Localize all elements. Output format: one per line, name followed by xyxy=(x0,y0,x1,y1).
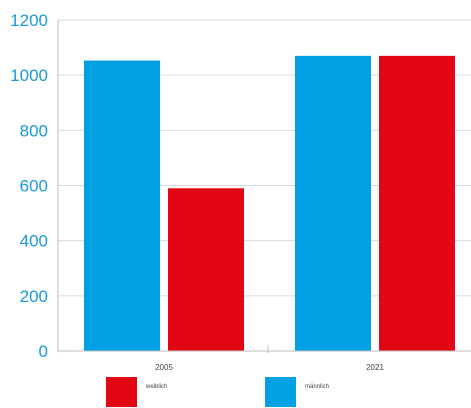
y-tick-label-800: 800 xyxy=(20,121,48,140)
bar-2005-series-0 xyxy=(84,60,160,352)
y-tick-label-1200: 1200 xyxy=(10,11,48,30)
y-tick-label-600: 600 xyxy=(20,177,48,196)
bars xyxy=(84,55,455,352)
legend-swatch-0 xyxy=(265,377,296,407)
y-tick-label-1000: 1000 xyxy=(10,66,48,85)
bar-2021-series-0 xyxy=(295,55,371,351)
legend-swatch-1 xyxy=(106,377,137,407)
y-tick-label-0: 0 xyxy=(39,342,48,361)
bar-2021-series-1 xyxy=(379,55,455,351)
y-tick-label-200: 200 xyxy=(20,287,48,306)
bar-2005-series-1 xyxy=(168,188,244,351)
y-tick-label-400: 400 xyxy=(20,232,48,251)
x-tick-label-2021: 2021 xyxy=(366,363,384,372)
legend-label-1: weiblich xyxy=(145,384,167,390)
axes: 0 200 400 600 800 1000 1200 2005 2021 xyxy=(10,11,471,372)
legend-label-0: männlich xyxy=(305,384,329,390)
legend: weiblich männlich xyxy=(106,377,329,407)
x-tick-label-2005: 2005 xyxy=(155,363,173,372)
